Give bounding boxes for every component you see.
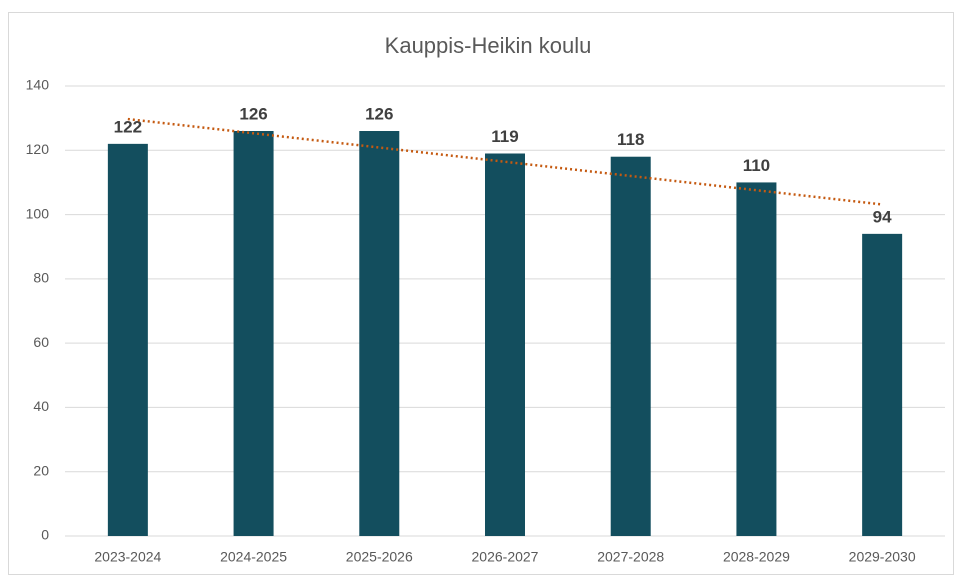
- data-label: 126: [239, 104, 267, 123]
- x-tick-label: 2029-2030: [849, 549, 916, 565]
- x-tick-label: 2023-2024: [94, 549, 161, 565]
- y-tick-label: 40: [33, 398, 49, 414]
- y-tick-label: 120: [26, 141, 50, 157]
- chart-border: [8, 12, 954, 575]
- bar: [233, 131, 274, 536]
- x-tick-label: 2025-2026: [346, 549, 413, 565]
- bar: [485, 153, 525, 536]
- chart-title: Kauppis-Heikin koulu: [385, 33, 592, 58]
- y-tick-label: 80: [33, 270, 49, 286]
- data-label: 94: [873, 207, 892, 226]
- trendline: [127, 117, 883, 206]
- bar: [736, 182, 777, 536]
- y-tick-label: 20: [33, 462, 49, 478]
- y-tick-label: 60: [33, 334, 49, 350]
- bar: [359, 131, 400, 536]
- data-label: 110: [743, 156, 770, 175]
- x-tick-label: 2027-2028: [597, 549, 664, 565]
- y-tick-label: 100: [26, 205, 50, 221]
- bar: [862, 233, 903, 536]
- x-tick-label: 2028-2029: [723, 549, 790, 565]
- x-tick-label: 2026-2027: [472, 549, 539, 565]
- bar: [107, 143, 148, 536]
- data-label: 126: [365, 104, 393, 123]
- y-tick-label: 0: [41, 527, 49, 543]
- bar: [610, 156, 651, 536]
- data-label: 122: [114, 117, 142, 136]
- y-tick-label: 140: [26, 77, 50, 93]
- x-tick-label: 2024-2025: [220, 549, 287, 565]
- data-label: 119: [491, 127, 518, 146]
- data-label: 118: [617, 130, 644, 149]
